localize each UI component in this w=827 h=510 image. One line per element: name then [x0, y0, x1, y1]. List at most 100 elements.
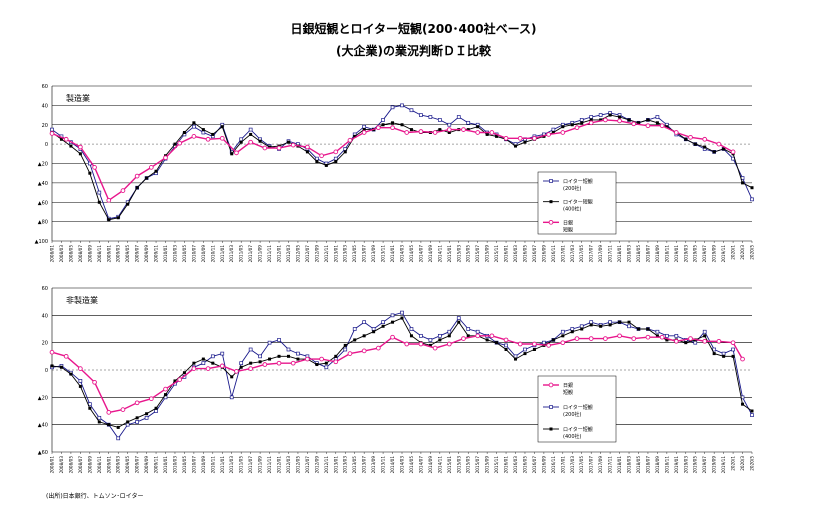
data-point-tankan [404, 341, 410, 347]
legend-label: 日銀 [563, 382, 573, 389]
data-point-reuters200 [220, 351, 225, 356]
data-point-reuters200 [655, 115, 660, 119]
x-tick-label: 2011/01 [220, 456, 225, 474]
y-tick-label: 60 [42, 286, 48, 292]
x-tick-label: 2015/07 [475, 456, 480, 474]
data-point-reuters400 [665, 125, 669, 129]
data-point-reuters400 [126, 420, 130, 424]
y-tick-label: ▲100 [35, 239, 48, 245]
data-point-reuters400 [154, 406, 158, 410]
x-tick-label: 2014/05 [409, 245, 414, 263]
data-point-reuters400 [551, 338, 555, 342]
data-point-reuters400 [741, 181, 745, 185]
x-tick-label: 2011/07 [248, 456, 253, 474]
x-tick-label: 2015/03 [456, 245, 461, 263]
data-point-reuters400 [514, 144, 518, 148]
data-point-reuters400 [580, 121, 584, 125]
data-point-tankan [446, 127, 452, 132]
data-point-reuters400 [59, 137, 63, 141]
x-tick-label: 2008/03 [59, 456, 64, 474]
data-point-reuters200 [731, 347, 735, 352]
data-point-reuters400 [343, 343, 347, 347]
x-tick-label: 2015/09 [485, 245, 490, 263]
x-tick-label: 2012/03 [286, 245, 291, 263]
data-point-reuters400 [50, 364, 54, 368]
legend-label: 短観 [563, 226, 573, 233]
data-point-reuters400 [135, 186, 139, 190]
x-tick-label: 2015/05 [466, 456, 471, 474]
data-point-reuters400 [97, 420, 101, 424]
data-point-tankan [248, 139, 253, 145]
data-point-reuters400 [722, 147, 726, 151]
data-point-tankan [120, 407, 126, 412]
x-tick-label: 2008/07 [78, 245, 83, 263]
y-tick-label: 20 [42, 123, 48, 129]
data-point-reuters400 [116, 425, 120, 429]
data-point-reuters400 [268, 357, 272, 361]
x-tick-label: 2017/01 [560, 456, 565, 474]
data-point-tankan [503, 135, 509, 141]
x-tick-label: 2019/07 [702, 456, 707, 474]
data-point-reuters400 [220, 125, 224, 129]
data-point-reuters400 [88, 171, 92, 175]
data-point-reuters400 [466, 334, 470, 338]
x-tick-label: 2009/01 [106, 245, 111, 263]
legend-label: ロイター短観 [563, 178, 593, 185]
data-point-reuters400 [372, 330, 376, 334]
x-tick-label: 2009/09 [144, 245, 149, 263]
data-point-tankan [63, 353, 69, 359]
data-point-reuters200 [419, 333, 423, 338]
data-point-tankan [560, 130, 566, 135]
data-point-reuters400 [239, 365, 243, 369]
data-point-reuters400 [315, 160, 319, 164]
data-point-tankan [134, 400, 140, 406]
y-tick-label: ▲40 [38, 423, 48, 429]
x-tick-label: 2009/11 [154, 456, 159, 474]
data-point-reuters400 [523, 352, 527, 356]
x-tick-label: 2013/07 [362, 245, 367, 263]
data-point-tankan [404, 130, 410, 135]
x-tick-label: 2008/01 [50, 456, 55, 474]
data-point-tankan [376, 345, 381, 351]
x-tick-label: 2015/11 [494, 245, 499, 263]
data-point-reuters400 [201, 357, 205, 361]
data-point-reuters400 [409, 334, 413, 338]
data-point-reuters400 [655, 334, 659, 338]
data-point-reuters200 [296, 351, 300, 356]
x-tick-label: 2018/09 [655, 456, 660, 474]
data-point-tankan [120, 188, 126, 193]
data-point-reuters400 [655, 121, 659, 125]
data-point-reuters200 [579, 118, 584, 122]
y-tick-label: ▲60 [38, 450, 48, 456]
x-tick-label: 2014/09 [428, 456, 433, 474]
x-tick-label: 2018/09 [655, 245, 660, 263]
data-point-reuters200 [50, 127, 54, 132]
data-point-reuters400 [145, 412, 149, 416]
x-tick-label: 2011/11 [267, 245, 272, 263]
x-tick-label: 2014/03 [400, 456, 405, 474]
x-tick-label: 2017/09 [598, 456, 603, 474]
data-point-reuters200 [570, 327, 575, 331]
data-point-tankan [63, 136, 69, 142]
data-point-tankan [631, 336, 637, 341]
x-tick-label: 2015/03 [456, 456, 461, 474]
x-tick-label: 2011/05 [239, 456, 244, 474]
x-tick-label: 2011/01 [220, 245, 225, 263]
data-point-reuters200 [579, 324, 584, 329]
x-tick-label: 2016/01 [504, 456, 509, 474]
x-tick-label: 2019/01 [674, 245, 679, 263]
x-tick-label: 2017/07 [589, 456, 594, 474]
data-point-reuters400 [523, 140, 527, 144]
x-tick-label: 2010/09 [201, 456, 206, 474]
data-point-reuters200 [437, 118, 442, 122]
data-point-reuters400 [514, 357, 518, 361]
x-tick-label: 2018/11 [664, 245, 669, 263]
data-point-reuters400 [476, 125, 480, 129]
data-point-tankan [290, 360, 296, 366]
data-point-tankan [191, 366, 197, 371]
data-point-reuters200 [674, 333, 679, 338]
x-tick-label: 2015/09 [485, 456, 490, 474]
data-point-reuters400 [381, 324, 385, 328]
x-tick-label: 2017/11 [608, 456, 613, 474]
x-tick-label: 2013/09 [371, 245, 376, 263]
